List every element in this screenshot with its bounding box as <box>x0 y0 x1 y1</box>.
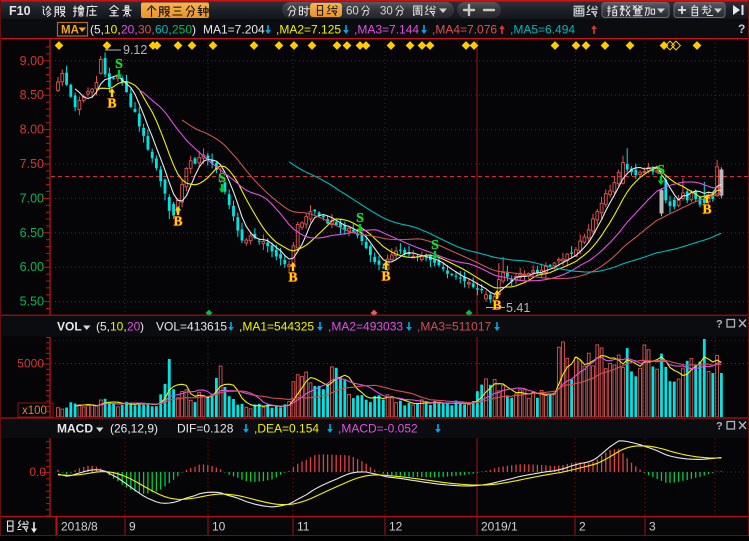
svg-text:12: 12 <box>389 520 403 534</box>
svg-text:2019/1: 2019/1 <box>481 520 518 534</box>
svg-text:20: 20 <box>127 320 141 334</box>
svg-text:(26,12,9): (26,12,9) <box>110 422 158 436</box>
svg-text:,MA3=511017: ,MA3=511017 <box>417 320 491 334</box>
svg-text:20,: 20, <box>121 23 138 37</box>
svg-text:,MA4=7.076: ,MA4=7.076 <box>432 23 497 37</box>
svg-text:,MACD=-0.052: ,MACD=-0.052 <box>338 422 418 436</box>
svg-text:10,: 10, <box>104 23 121 37</box>
svg-text:B: B <box>288 270 297 285</box>
svg-text:S: S <box>218 171 226 186</box>
svg-text:?: ? <box>716 421 723 433</box>
svg-text:,MA1=544325: ,MA1=544325 <box>239 320 314 334</box>
svg-text:VOL: VOL <box>57 320 82 334</box>
svg-text:2018/8: 2018/8 <box>61 520 98 534</box>
svg-text:0.0: 0.0 <box>29 465 46 479</box>
svg-text:(5,: (5, <box>96 320 110 334</box>
svg-text:S: S <box>356 211 364 226</box>
svg-text:B: B <box>492 298 501 313</box>
svg-text:?: ? <box>716 319 723 331</box>
svg-text:10: 10 <box>212 520 226 534</box>
svg-text:?: ? <box>738 22 745 36</box>
svg-text:9.00: 9.00 <box>20 54 44 68</box>
svg-text:B: B <box>107 96 116 111</box>
svg-text:MA1=7.204: MA1=7.204 <box>203 23 265 37</box>
svg-text:,MA2=7.125: ,MA2=7.125 <box>276 23 341 37</box>
svg-text:S: S <box>431 238 439 253</box>
svg-text:9: 9 <box>129 520 136 534</box>
svg-text:8.50: 8.50 <box>20 88 44 102</box>
svg-text:7.50: 7.50 <box>20 157 44 171</box>
svg-text:5.50: 5.50 <box>20 295 44 309</box>
svg-text:60,: 60, <box>155 23 172 37</box>
svg-text:(5,: (5, <box>90 23 104 37</box>
svg-text:x100: x100 <box>22 405 47 417</box>
svg-text:11: 11 <box>297 520 310 534</box>
svg-text:,MA5=6.494: ,MA5=6.494 <box>510 23 575 37</box>
svg-text:,DEA=0.154: ,DEA=0.154 <box>254 422 319 436</box>
svg-text:S: S <box>657 163 665 178</box>
svg-text:F10: F10 <box>9 4 31 18</box>
svg-text:3: 3 <box>649 520 656 534</box>
svg-text:S: S <box>115 57 123 72</box>
svg-text:5000: 5000 <box>17 357 44 371</box>
svg-text:): ) <box>140 320 144 334</box>
svg-text:9.12: 9.12 <box>123 43 147 57</box>
svg-text:250: 250 <box>172 23 192 37</box>
svg-text:B: B <box>702 202 711 217</box>
svg-text:MACD: MACD <box>57 422 93 436</box>
svg-text:,MA2=493033: ,MA2=493033 <box>328 320 403 334</box>
svg-text:60: 60 <box>346 6 359 18</box>
svg-text:DIF=0.128: DIF=0.128 <box>177 422 234 436</box>
svg-text:VOL=413615: VOL=413615 <box>156 320 227 334</box>
svg-text:10,: 10, <box>110 320 127 334</box>
svg-text:7.00: 7.00 <box>20 191 44 205</box>
svg-text:2: 2 <box>579 520 586 534</box>
svg-text:8.00: 8.00 <box>20 123 44 137</box>
svg-text:5.41: 5.41 <box>506 301 530 315</box>
svg-text:): ) <box>192 23 196 37</box>
svg-text:30,: 30, <box>138 23 155 37</box>
svg-text:30: 30 <box>380 6 393 18</box>
svg-text:B: B <box>173 214 182 229</box>
svg-text:,MA3=7.144: ,MA3=7.144 <box>354 23 419 37</box>
svg-text:MA: MA <box>61 25 79 37</box>
svg-text:6.50: 6.50 <box>20 226 44 240</box>
svg-text:6.00: 6.00 <box>20 260 44 274</box>
svg-text:B: B <box>381 269 390 284</box>
